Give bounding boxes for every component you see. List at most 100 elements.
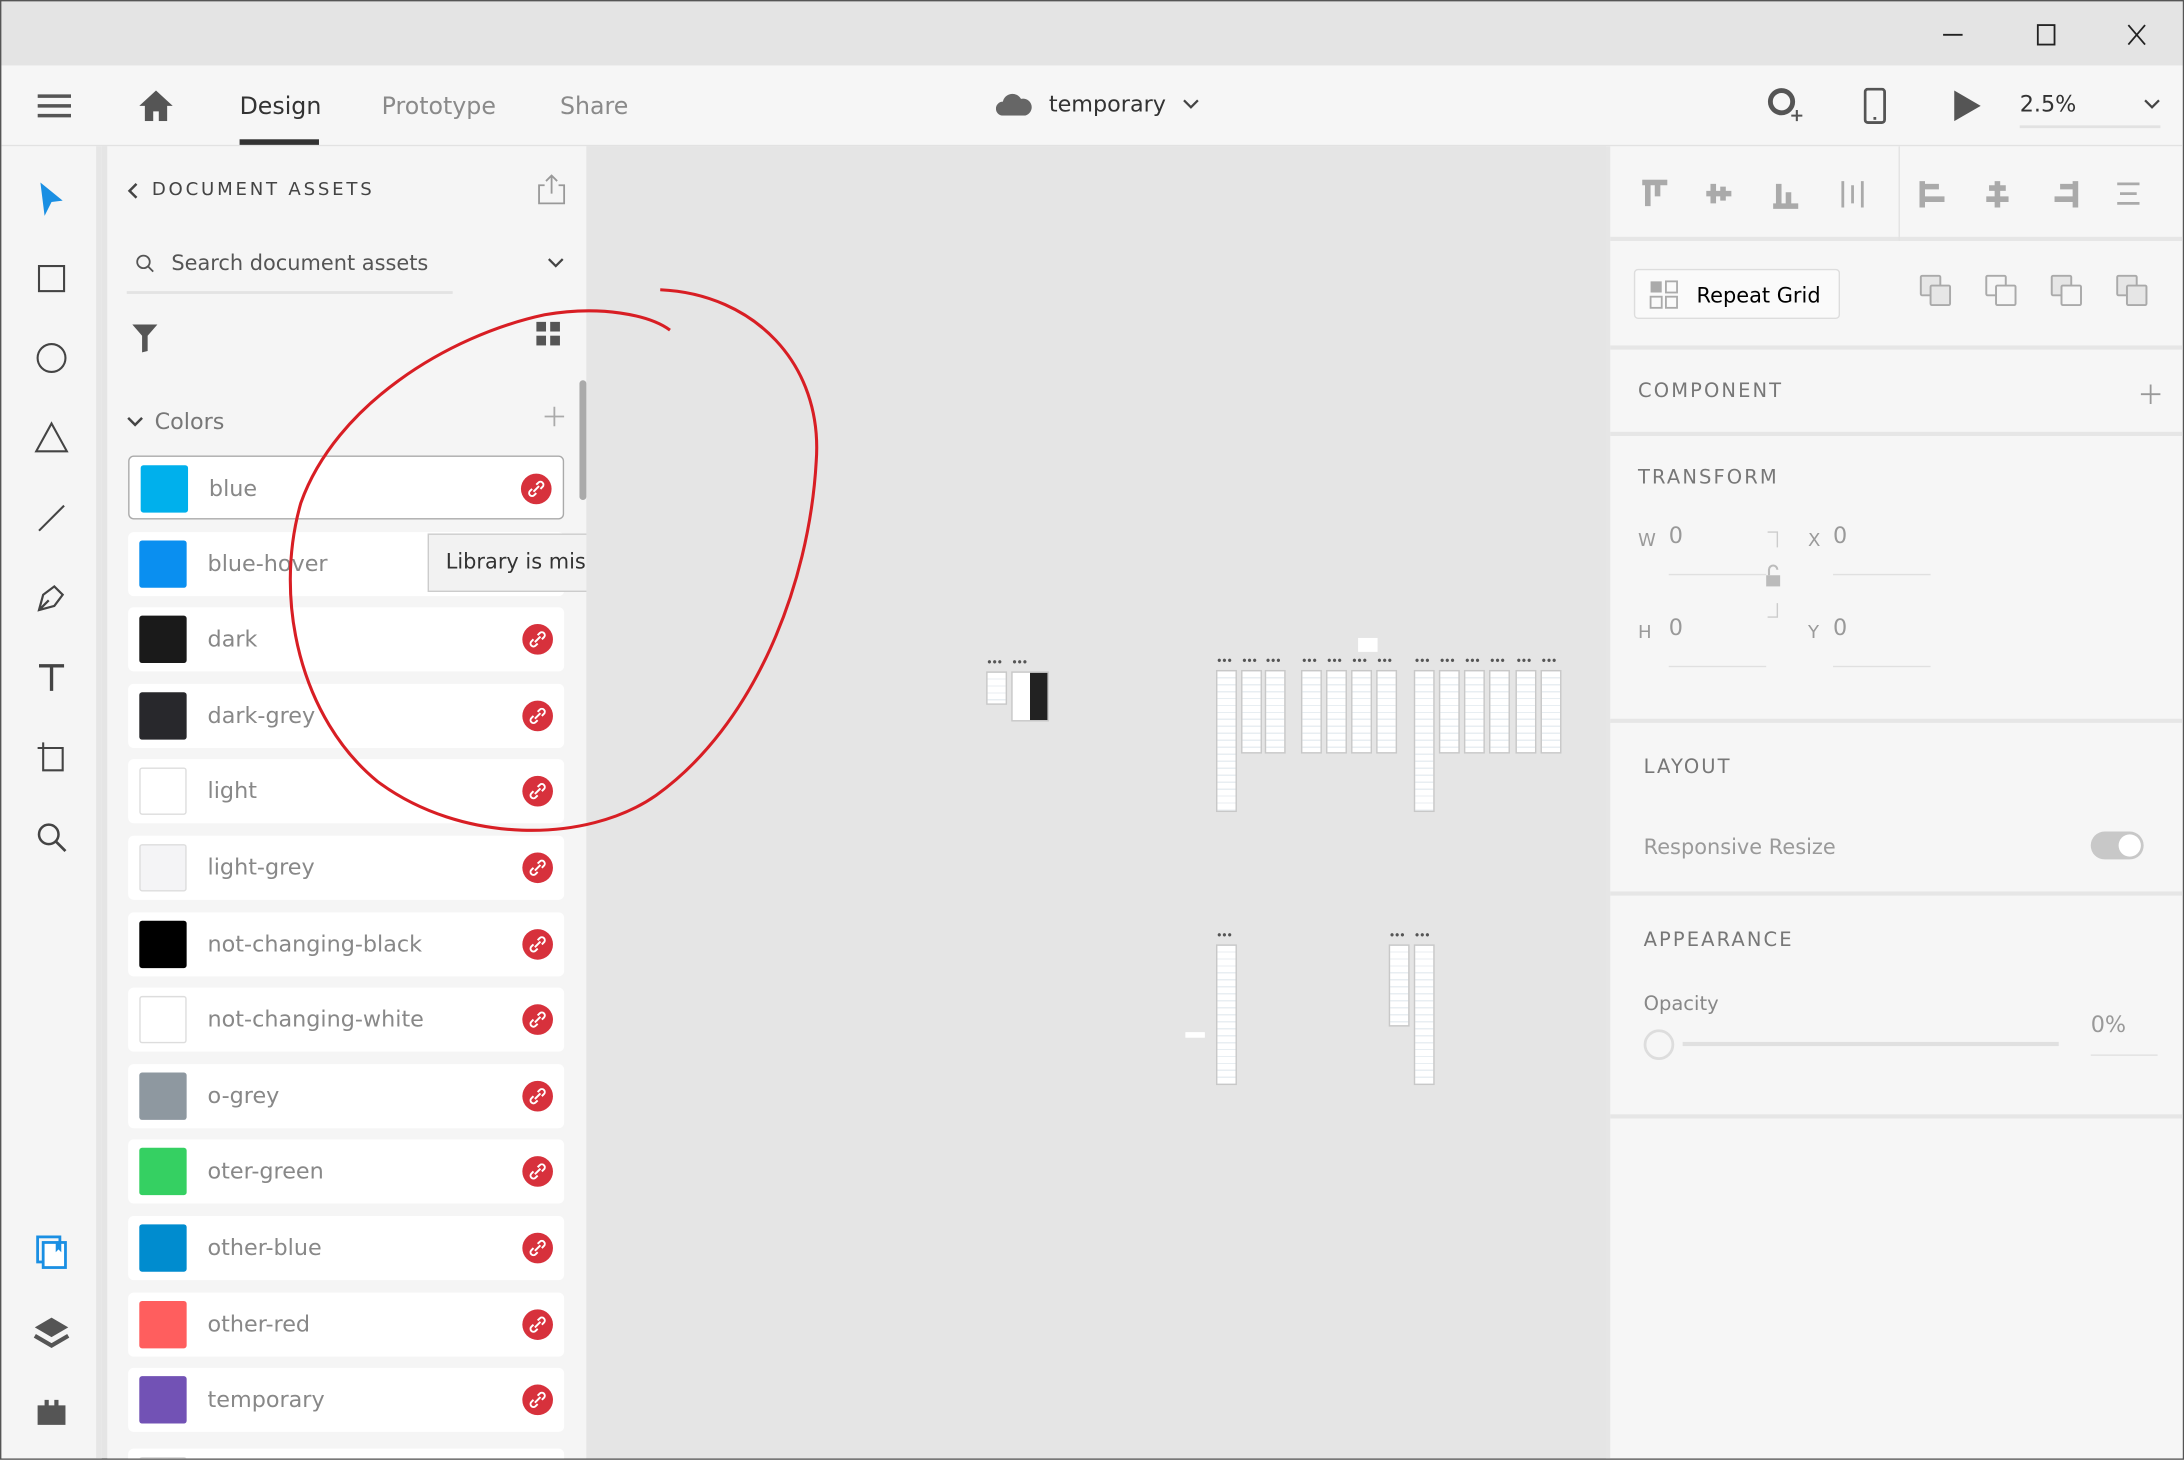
color-asset-oter-green[interactable]: oter-green xyxy=(128,1139,565,1205)
play-preview-icon[interactable] xyxy=(1953,90,1981,122)
artboard-thumbnail[interactable] xyxy=(1463,669,1485,754)
artboard-thumbnail[interactable] xyxy=(986,671,1008,705)
align-bottom-icon[interactable] xyxy=(1772,180,1803,211)
zoom-level-select[interactable]: 2.5% xyxy=(2019,91,2161,129)
design-canvas[interactable]: ••• ••• ••• ••• ••• ••• ••• ••• ••• ••• ••• ••• ••• •… xyxy=(586,146,1607,1459)
artboard-thumbnail[interactable] xyxy=(1264,669,1286,754)
canvas-element[interactable] xyxy=(1185,1032,1205,1038)
align-left-icon[interactable] xyxy=(1919,180,1950,211)
artboard-thumbnail[interactable] xyxy=(1515,669,1537,754)
assets-panel-button[interactable] xyxy=(32,1233,71,1272)
plugins-panel-button[interactable] xyxy=(32,1393,71,1432)
missing-library-link-icon[interactable] xyxy=(522,624,553,655)
line-tool[interactable] xyxy=(32,499,71,538)
add-color-icon[interactable] xyxy=(543,405,565,427)
missing-library-link-icon[interactable] xyxy=(522,700,553,731)
filter-icon[interactable] xyxy=(131,323,159,354)
color-asset-other-red[interactable]: other-red xyxy=(128,1292,565,1357)
maximize-icon[interactable] xyxy=(2035,24,2057,46)
color-asset-o-grey[interactable]: o-grey xyxy=(128,1063,565,1128)
boolean-add-icon[interactable] xyxy=(1919,274,1952,307)
ellipse-tool[interactable] xyxy=(32,338,71,377)
search-field[interactable]: Search document assets xyxy=(126,244,453,294)
align-top-icon[interactable] xyxy=(1641,179,1672,211)
color-asset-blue[interactable]: blue xyxy=(128,455,565,520)
missing-library-link-icon[interactable] xyxy=(522,776,553,808)
x-input[interactable]: 0 xyxy=(1833,522,1931,576)
home-icon[interactable] xyxy=(139,90,173,122)
distribute-horizontal-icon[interactable] xyxy=(2114,180,2145,211)
chevron-down-icon[interactable] xyxy=(547,258,564,269)
scrollbar-thumb[interactable] xyxy=(579,380,587,501)
color-asset-not-changing-black[interactable]: not-changing-black xyxy=(128,911,565,976)
missing-library-link-icon[interactable] xyxy=(522,1004,553,1036)
boolean-subtract-icon[interactable] xyxy=(1985,274,2018,307)
color-asset-other-blue[interactable]: other-blue xyxy=(128,1216,565,1281)
missing-library-link-icon[interactable] xyxy=(522,1156,553,1188)
share-user-icon[interactable] xyxy=(1766,88,1803,124)
height-input[interactable]: 0 xyxy=(1668,614,1767,668)
repeat-grid-button[interactable]: Repeat Grid xyxy=(1633,268,1841,319)
color-asset-dark-grey[interactable]: dark-grey xyxy=(128,683,565,748)
opacity-slider-handle[interactable] xyxy=(1643,1029,1675,1060)
missing-library-link-icon[interactable] xyxy=(522,1308,553,1340)
artboard-thumbnail[interactable] xyxy=(1438,669,1460,754)
missing-library-link-icon[interactable] xyxy=(522,928,553,960)
pen-tool[interactable] xyxy=(32,578,71,617)
rectangle-tool[interactable] xyxy=(32,259,71,298)
artboard-thumbnail[interactable] xyxy=(1241,669,1262,754)
artboard-thumbnail[interactable] xyxy=(1300,669,1322,754)
align-right-icon[interactable] xyxy=(2050,180,2081,211)
artboard-thumbnail[interactable] xyxy=(1326,669,1347,754)
missing-library-link-icon[interactable] xyxy=(520,473,552,505)
artboard-thumbnail[interactable] xyxy=(1413,944,1435,1086)
distribute-vertical-icon[interactable] xyxy=(1839,180,1870,211)
responsive-resize-toggle[interactable] xyxy=(2090,831,2144,860)
device-preview-icon[interactable] xyxy=(1863,87,1886,124)
artboard-thumbnail[interactable] xyxy=(1216,944,1237,1086)
artboard-thumbnail[interactable] xyxy=(1376,669,1398,754)
list-item[interactable] xyxy=(128,1448,565,1459)
color-asset-not-changing-white[interactable]: not-changing-white xyxy=(128,987,565,1052)
artboard-thumbnail[interactable] xyxy=(1413,669,1435,813)
canvas-element[interactable] xyxy=(1358,637,1378,652)
minimize-icon[interactable] xyxy=(1942,24,1964,46)
missing-library-link-icon[interactable] xyxy=(522,1232,553,1264)
back-button[interactable]: DOCUMENT ASSETS xyxy=(127,180,375,201)
tab-design[interactable]: Design xyxy=(239,93,322,122)
artboard-tool[interactable] xyxy=(32,737,71,776)
artboard-thumbnail[interactable] xyxy=(1216,669,1237,813)
zoom-tool[interactable] xyxy=(32,818,71,857)
document-name-dropdown[interactable]: temporary xyxy=(995,91,1199,117)
close-icon[interactable] xyxy=(2126,24,2148,46)
opacity-slider-track[interactable] xyxy=(1682,1041,2059,1047)
color-asset-light-grey[interactable]: light-grey xyxy=(128,835,565,900)
colors-section-toggle[interactable]: Colors xyxy=(127,408,224,435)
grid-view-icon[interactable] xyxy=(536,321,561,347)
add-component-icon[interactable] xyxy=(2139,383,2161,405)
hamburger-menu-icon[interactable] xyxy=(37,93,72,118)
color-asset-dark[interactable]: dark xyxy=(128,607,565,672)
polygon-tool[interactable] xyxy=(32,418,71,457)
color-asset-temporary[interactable]: temporary xyxy=(128,1368,565,1433)
missing-library-link-icon[interactable] xyxy=(522,852,553,884)
artboard-thumbnail[interactable] xyxy=(1489,669,1510,754)
tab-share[interactable]: Share xyxy=(559,93,629,122)
missing-library-link-icon[interactable] xyxy=(522,1384,553,1416)
opacity-input[interactable]: 0% xyxy=(2090,1011,2158,1056)
boolean-exclude-icon[interactable] xyxy=(2116,274,2149,307)
lock-aspect-icon[interactable] xyxy=(1763,531,1783,620)
artboard-thumbnail[interactable] xyxy=(1388,944,1410,1027)
artboard-thumbnail[interactable] xyxy=(1540,669,1562,754)
align-middle-icon[interactable] xyxy=(1705,180,1736,211)
y-input[interactable]: 0 xyxy=(1833,614,1931,668)
tab-prototype[interactable]: Prototype xyxy=(381,93,496,122)
color-asset-light[interactable]: light xyxy=(128,759,565,824)
align-center-icon[interactable] xyxy=(1983,180,2014,211)
width-input[interactable]: 0 xyxy=(1668,522,1767,576)
missing-library-link-icon[interactable] xyxy=(522,1080,553,1112)
text-tool[interactable] xyxy=(32,657,71,696)
export-share-icon[interactable] xyxy=(536,174,567,205)
boolean-intersect-icon[interactable] xyxy=(2050,274,2083,307)
artboard-thumbnail[interactable] xyxy=(1351,669,1373,754)
